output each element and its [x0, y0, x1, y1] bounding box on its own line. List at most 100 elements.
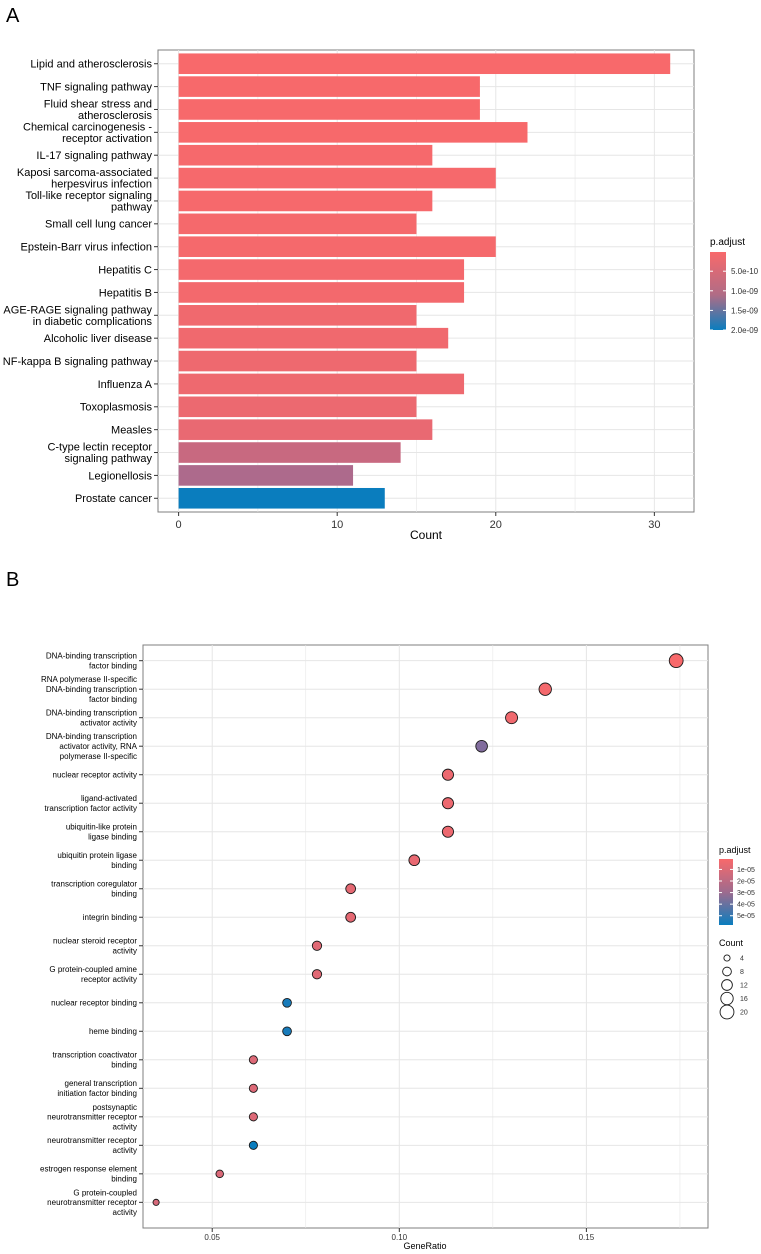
- y-tick-label: NF-kappa B signaling pathway: [3, 356, 153, 368]
- panel-b-letter: B: [6, 569, 19, 591]
- size-legend-circle: [719, 1004, 735, 1020]
- size-legend-circle: [722, 966, 732, 977]
- bar: [178, 213, 417, 235]
- y-tick-label: G protein-coupled neurotransmitter recept…: [47, 1188, 137, 1217]
- y-tick-label: DNA-binding transcription activator activ…: [46, 709, 137, 728]
- panel-a-x-ticks: 0 10 20 30: [176, 512, 660, 531]
- panel-b-points: [152, 653, 684, 1206]
- legend-tick-label: 1.5e-09: [731, 306, 759, 315]
- bar: [178, 487, 385, 509]
- y-tick-label: transcription coactivator binding: [53, 1051, 138, 1070]
- size-legend-label: 8: [740, 969, 744, 976]
- y-tick-label: Hepatitis C: [98, 264, 152, 276]
- size-legend-label: 20: [740, 1010, 748, 1017]
- legend-tick-label: 1.0e-09: [731, 287, 759, 296]
- y-tick-label: general transcription initiation factor b…: [57, 1079, 137, 1098]
- point: [215, 1169, 224, 1179]
- bar: [178, 442, 401, 463]
- point: [441, 797, 454, 810]
- bar: [178, 99, 480, 120]
- bar: [178, 373, 465, 395]
- legend-tick-label: 4e-05: [737, 902, 755, 909]
- size-legend-circle: [723, 954, 731, 962]
- bar: [178, 282, 465, 303]
- point: [441, 825, 454, 838]
- legend-tick-label: 5.0e-10: [731, 267, 759, 276]
- y-tick-label: neurotransmitter receptor activity: [47, 1136, 137, 1155]
- point: [248, 1112, 258, 1122]
- y-tick-label: Small cell lung cancer: [45, 219, 152, 231]
- size-legend-label: 4: [740, 956, 744, 963]
- y-tick-label: Prostate cancer: [75, 493, 152, 505]
- legend-tick-label: 1e-05: [737, 867, 755, 874]
- bar: [178, 350, 417, 372]
- y-tick-label: TNF signaling pathway: [40, 81, 152, 93]
- size-legend-circle: [721, 979, 733, 991]
- x-tick-label: 0: [176, 519, 182, 531]
- y-tick-label: ubiquitin protein ligase binding: [57, 851, 137, 870]
- point: [282, 1026, 292, 1037]
- point: [668, 653, 684, 669]
- point: [248, 1083, 258, 1093]
- y-tick-label: Influenza A: [98, 379, 153, 391]
- bar: [178, 190, 433, 212]
- point: [505, 711, 519, 725]
- y-tick-label: RNA polymerase II-specific DNA-binding tr…: [41, 675, 137, 704]
- y-tick-label: nuclear receptor activity: [53, 771, 137, 780]
- y-tick-label: estrogen response element binding: [40, 1165, 138, 1184]
- panel-a-x-axis-title: Count: [410, 528, 443, 542]
- legend-tick-label: 2.0e-09: [731, 326, 759, 335]
- x-tick-label: 20: [490, 519, 502, 531]
- panel-b-color-legend-ticks: 1e-05 2e-05 3e-05 4e-05 5e-05: [719, 867, 755, 920]
- panel-b-color-legend: p.adjust 1e-05 2e-05 3e-05 4e-05 5e-05: [719, 845, 755, 925]
- panel-a-legend-title: p.adjust: [710, 237, 745, 248]
- y-tick-label: Measles: [111, 425, 152, 437]
- panel-b-x-axis-title: GeneRatio: [403, 1241, 446, 1251]
- point: [248, 1055, 258, 1065]
- y-tick-label: ubiquitin-like protein ligase binding: [66, 823, 137, 842]
- y-tick-label: DNA-binding transcription factor binding: [46, 652, 137, 671]
- y-tick-label: integrin binding: [83, 913, 137, 922]
- y-tick-label: ligand-activated transcription factor act…: [45, 794, 137, 813]
- y-tick-label: Alcoholic liver disease: [44, 333, 152, 345]
- y-tick-label: AGE-RAGE signaling pathway in diabetic co…: [3, 304, 152, 328]
- bar: [178, 76, 480, 97]
- y-tick-label: nuclear steroid receptor activity: [53, 937, 137, 956]
- point: [152, 1198, 160, 1206]
- panel-b: B DNA-binding transcription factor bindin…: [6, 569, 755, 1251]
- bar: [178, 53, 671, 75]
- y-tick-label: Chemical carcinogenesis -receptor activa…: [23, 121, 152, 145]
- panel-b-x-ticks: 0.05 0.10 0.15: [204, 1228, 595, 1242]
- point: [408, 854, 421, 867]
- bar: [178, 419, 433, 440]
- bar: [178, 465, 354, 486]
- point: [441, 768, 454, 781]
- panel-b-color-legend-title: p.adjust: [719, 845, 751, 855]
- panel-b-size-legend-items: 4 8 12 16 20: [719, 954, 748, 1020]
- point: [538, 682, 552, 696]
- point: [475, 739, 488, 753]
- bar: [178, 305, 417, 326]
- panel-a-legend-colorbar: [710, 252, 726, 330]
- point: [311, 969, 323, 980]
- y-tick-label: Toxoplasmosis: [80, 402, 153, 414]
- y-tick-label: transcription coregulator binding: [51, 880, 137, 899]
- x-tick-label: 10: [331, 519, 343, 531]
- point: [345, 911, 357, 923]
- y-tick-label: IL-17 signaling pathway: [36, 150, 152, 162]
- y-tick-label: Hepatitis B: [99, 287, 152, 299]
- x-tick-label: 0.10: [392, 1233, 408, 1242]
- panel-b-size-legend-title: Count: [719, 938, 744, 948]
- x-tick-label: 0.05: [204, 1233, 220, 1242]
- size-legend-circle: [720, 991, 734, 1006]
- bar: [178, 396, 417, 418]
- size-legend-label: 16: [740, 996, 748, 1003]
- y-tick-label: Lipid and atherosclerosis: [30, 59, 152, 71]
- panel-b-plot-area: [142, 644, 709, 1229]
- bar: [178, 259, 465, 280]
- y-tick-label: C-type lectin receptor signaling pathway: [47, 442, 152, 466]
- bar: [178, 122, 528, 143]
- point: [311, 940, 323, 951]
- y-tick-label: Kaposi sarcoma-associated herpesvirus inf…: [17, 167, 152, 191]
